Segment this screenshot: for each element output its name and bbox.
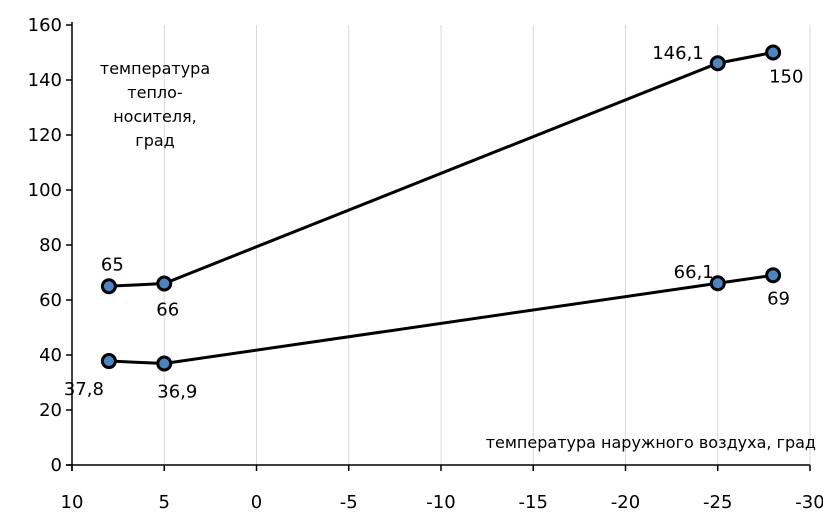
y-tick-label: 0 (51, 455, 62, 476)
data-point (765, 267, 782, 284)
data-point (156, 275, 173, 292)
x-tick-label: -20 (611, 492, 640, 513)
data-label: 65 (101, 254, 124, 275)
y-axis-title-line: температура (100, 59, 210, 78)
x-tick-label: -5 (340, 492, 358, 513)
x-tick-label: -25 (703, 492, 732, 513)
x-tick-label: 5 (159, 492, 170, 513)
x-tick-label: -10 (426, 492, 455, 513)
y-tick-label: 80 (39, 235, 62, 256)
series-line (108, 51, 774, 288)
y-axis-title-line: тепло- (127, 83, 182, 102)
data-label: 36,9 (157, 382, 197, 403)
data-point (100, 278, 117, 295)
y-tick-label: 20 (39, 400, 62, 421)
y-tick-label: 100 (28, 180, 62, 201)
x-axis-title: температура наружного воздуха, град (486, 433, 816, 452)
x-tick-label: 10 (61, 492, 84, 513)
data-point (709, 55, 726, 72)
data-point (100, 353, 117, 370)
series-line (108, 273, 774, 366)
data-label: 69 (767, 288, 790, 309)
data-label: 146,1 (652, 43, 704, 64)
y-tick-label: 40 (39, 345, 62, 366)
y-axis-title: температура тепло-носителя, град (100, 59, 210, 150)
data-point (709, 275, 726, 292)
data-label: 66,1 (674, 262, 714, 283)
y-tick-label: 140 (28, 70, 62, 91)
y-tick-label: 60 (39, 290, 62, 311)
data-label: 37,8 (64, 379, 104, 400)
x-tick-label: -15 (519, 492, 548, 513)
data-label: 150 (769, 67, 803, 88)
data-label: 66 (156, 300, 179, 321)
x-tick-label: 0 (251, 492, 262, 513)
y-tick-label: 160 (28, 15, 62, 36)
y-axis-title-line: град (135, 131, 174, 150)
x-tick-label: -30 (795, 492, 823, 513)
data-point (156, 355, 173, 372)
data-point (765, 44, 782, 61)
y-axis-title-line: носителя, (113, 107, 197, 126)
y-tick-label: 120 (28, 125, 62, 146)
